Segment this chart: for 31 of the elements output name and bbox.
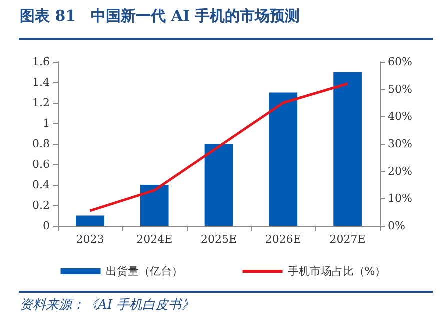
y2-tick-label: 30% — [388, 138, 412, 150]
legend-label: 手机市场占比（%） — [288, 265, 386, 278]
y-tick-label: 0.2 — [32, 199, 50, 212]
x-tick-label: 2023 — [76, 233, 104, 246]
bar — [334, 72, 362, 226]
y-tick-label: 0.8 — [32, 138, 50, 150]
y2-tick-label: 50% — [388, 82, 412, 96]
line-series — [88, 82, 350, 212]
y-tick-label: 1.4 — [32, 76, 50, 89]
bar — [76, 216, 104, 226]
x-tick-label: 2025E — [200, 233, 238, 246]
bar — [269, 92, 298, 226]
y-tick-label: 0 — [43, 220, 50, 232]
y2-tick-label: 40% — [388, 110, 412, 124]
y-tick-label: 0.4 — [32, 178, 50, 192]
y2-tick-label: 10% — [388, 192, 412, 206]
y-tick-label: 1 — [43, 117, 50, 130]
y2-tick-label: 20% — [388, 164, 412, 178]
y-tick-label: 1.6 — [32, 56, 50, 68]
chart-title: 图表 81 中国新一代 AI 手机的市场预测 — [20, 7, 300, 26]
x-tick-label: 2027E — [330, 233, 366, 246]
y2-tick-label: 60% — [388, 56, 412, 68]
x-tick-label: 2026E — [265, 233, 302, 246]
legend-label: 出货量（亿台） — [106, 265, 183, 278]
y2-tick-label: 0% — [388, 220, 406, 232]
x-tick-label: 2024E — [136, 233, 173, 246]
bar — [204, 144, 234, 226]
bar — [140, 185, 169, 226]
text: 资料来源：《AI 手机白皮书》 — [20, 297, 195, 314]
y-tick-label: 0.6 — [32, 158, 50, 171]
y-tick-label: 1.2 — [32, 96, 50, 110]
